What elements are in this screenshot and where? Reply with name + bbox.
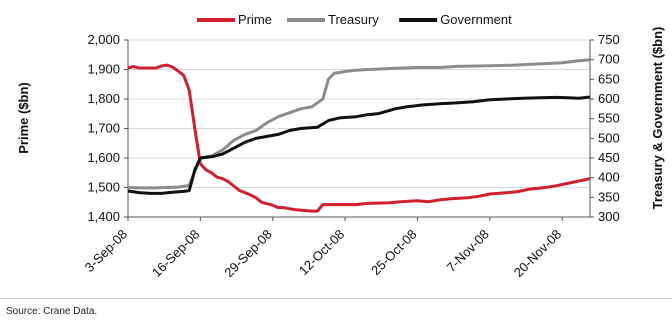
x-tick-label: 29-Sep-08 <box>221 227 275 281</box>
right-tick-label: 400 <box>598 170 620 185</box>
left-tick-label: 1,600 <box>87 150 120 165</box>
left-tick-label: 1,900 <box>87 62 120 77</box>
right-tick-label: 750 <box>598 32 620 47</box>
x-tick-label: 3-Sep-08 <box>82 227 130 275</box>
right-tick-label: 500 <box>598 130 620 145</box>
series-line-prime <box>127 63 591 213</box>
x-tick-label: 12-Oct-08 <box>296 227 347 278</box>
footer-divider <box>0 298 672 299</box>
left-tick-label: 1,700 <box>87 121 120 136</box>
left-axis-title: Prime ($bn) <box>16 82 31 154</box>
x-axis-ticks: 3-Sep-08 16-Sep-08 29-Sep-08 12-Oct-08 25-Oc… <box>82 217 565 281</box>
left-tick-label: 1,800 <box>87 91 120 106</box>
right-tick-label: 300 <box>598 209 620 224</box>
x-tick-label: 25-Oct-08 <box>368 227 419 278</box>
legend: Prime Treasury Government <box>197 12 512 27</box>
right-tick-label: 700 <box>598 52 620 67</box>
x-tick-label: 20-Nov-08 <box>511 227 565 281</box>
right-tick-label: 450 <box>598 150 620 165</box>
left-tick-label: 1,400 <box>87 209 120 224</box>
legend-label-treasury: Treasury <box>328 12 379 27</box>
series-lines <box>127 58 591 213</box>
right-tick-label: 600 <box>598 91 620 106</box>
legend-label-government: Government <box>440 12 512 27</box>
right-tick-label: 650 <box>598 71 620 86</box>
source-note: Source: Crane Data. <box>6 306 98 317</box>
right-axis-title: Treasury & Government ($bn) <box>650 27 665 210</box>
series-line-government <box>127 95 591 195</box>
left-tick-label: 2,000 <box>87 32 120 47</box>
right-axis-ticks: 300 350 400 450 500 550 600 650 700 750 <box>590 32 620 224</box>
left-tick-label: 1,500 <box>87 180 120 195</box>
right-tick-label: 550 <box>598 111 620 126</box>
right-tick-label: 350 <box>598 189 620 204</box>
x-tick-label: 7-Nov-08 <box>444 227 492 275</box>
x-tick-label: 16-Sep-08 <box>149 227 203 281</box>
left-axis-ticks: 1,400 1,500 1,600 1,700 1,800 1,900 2,000 <box>87 32 128 224</box>
legend-label-prime: Prime <box>238 12 272 27</box>
series-line-treasury <box>127 58 591 190</box>
